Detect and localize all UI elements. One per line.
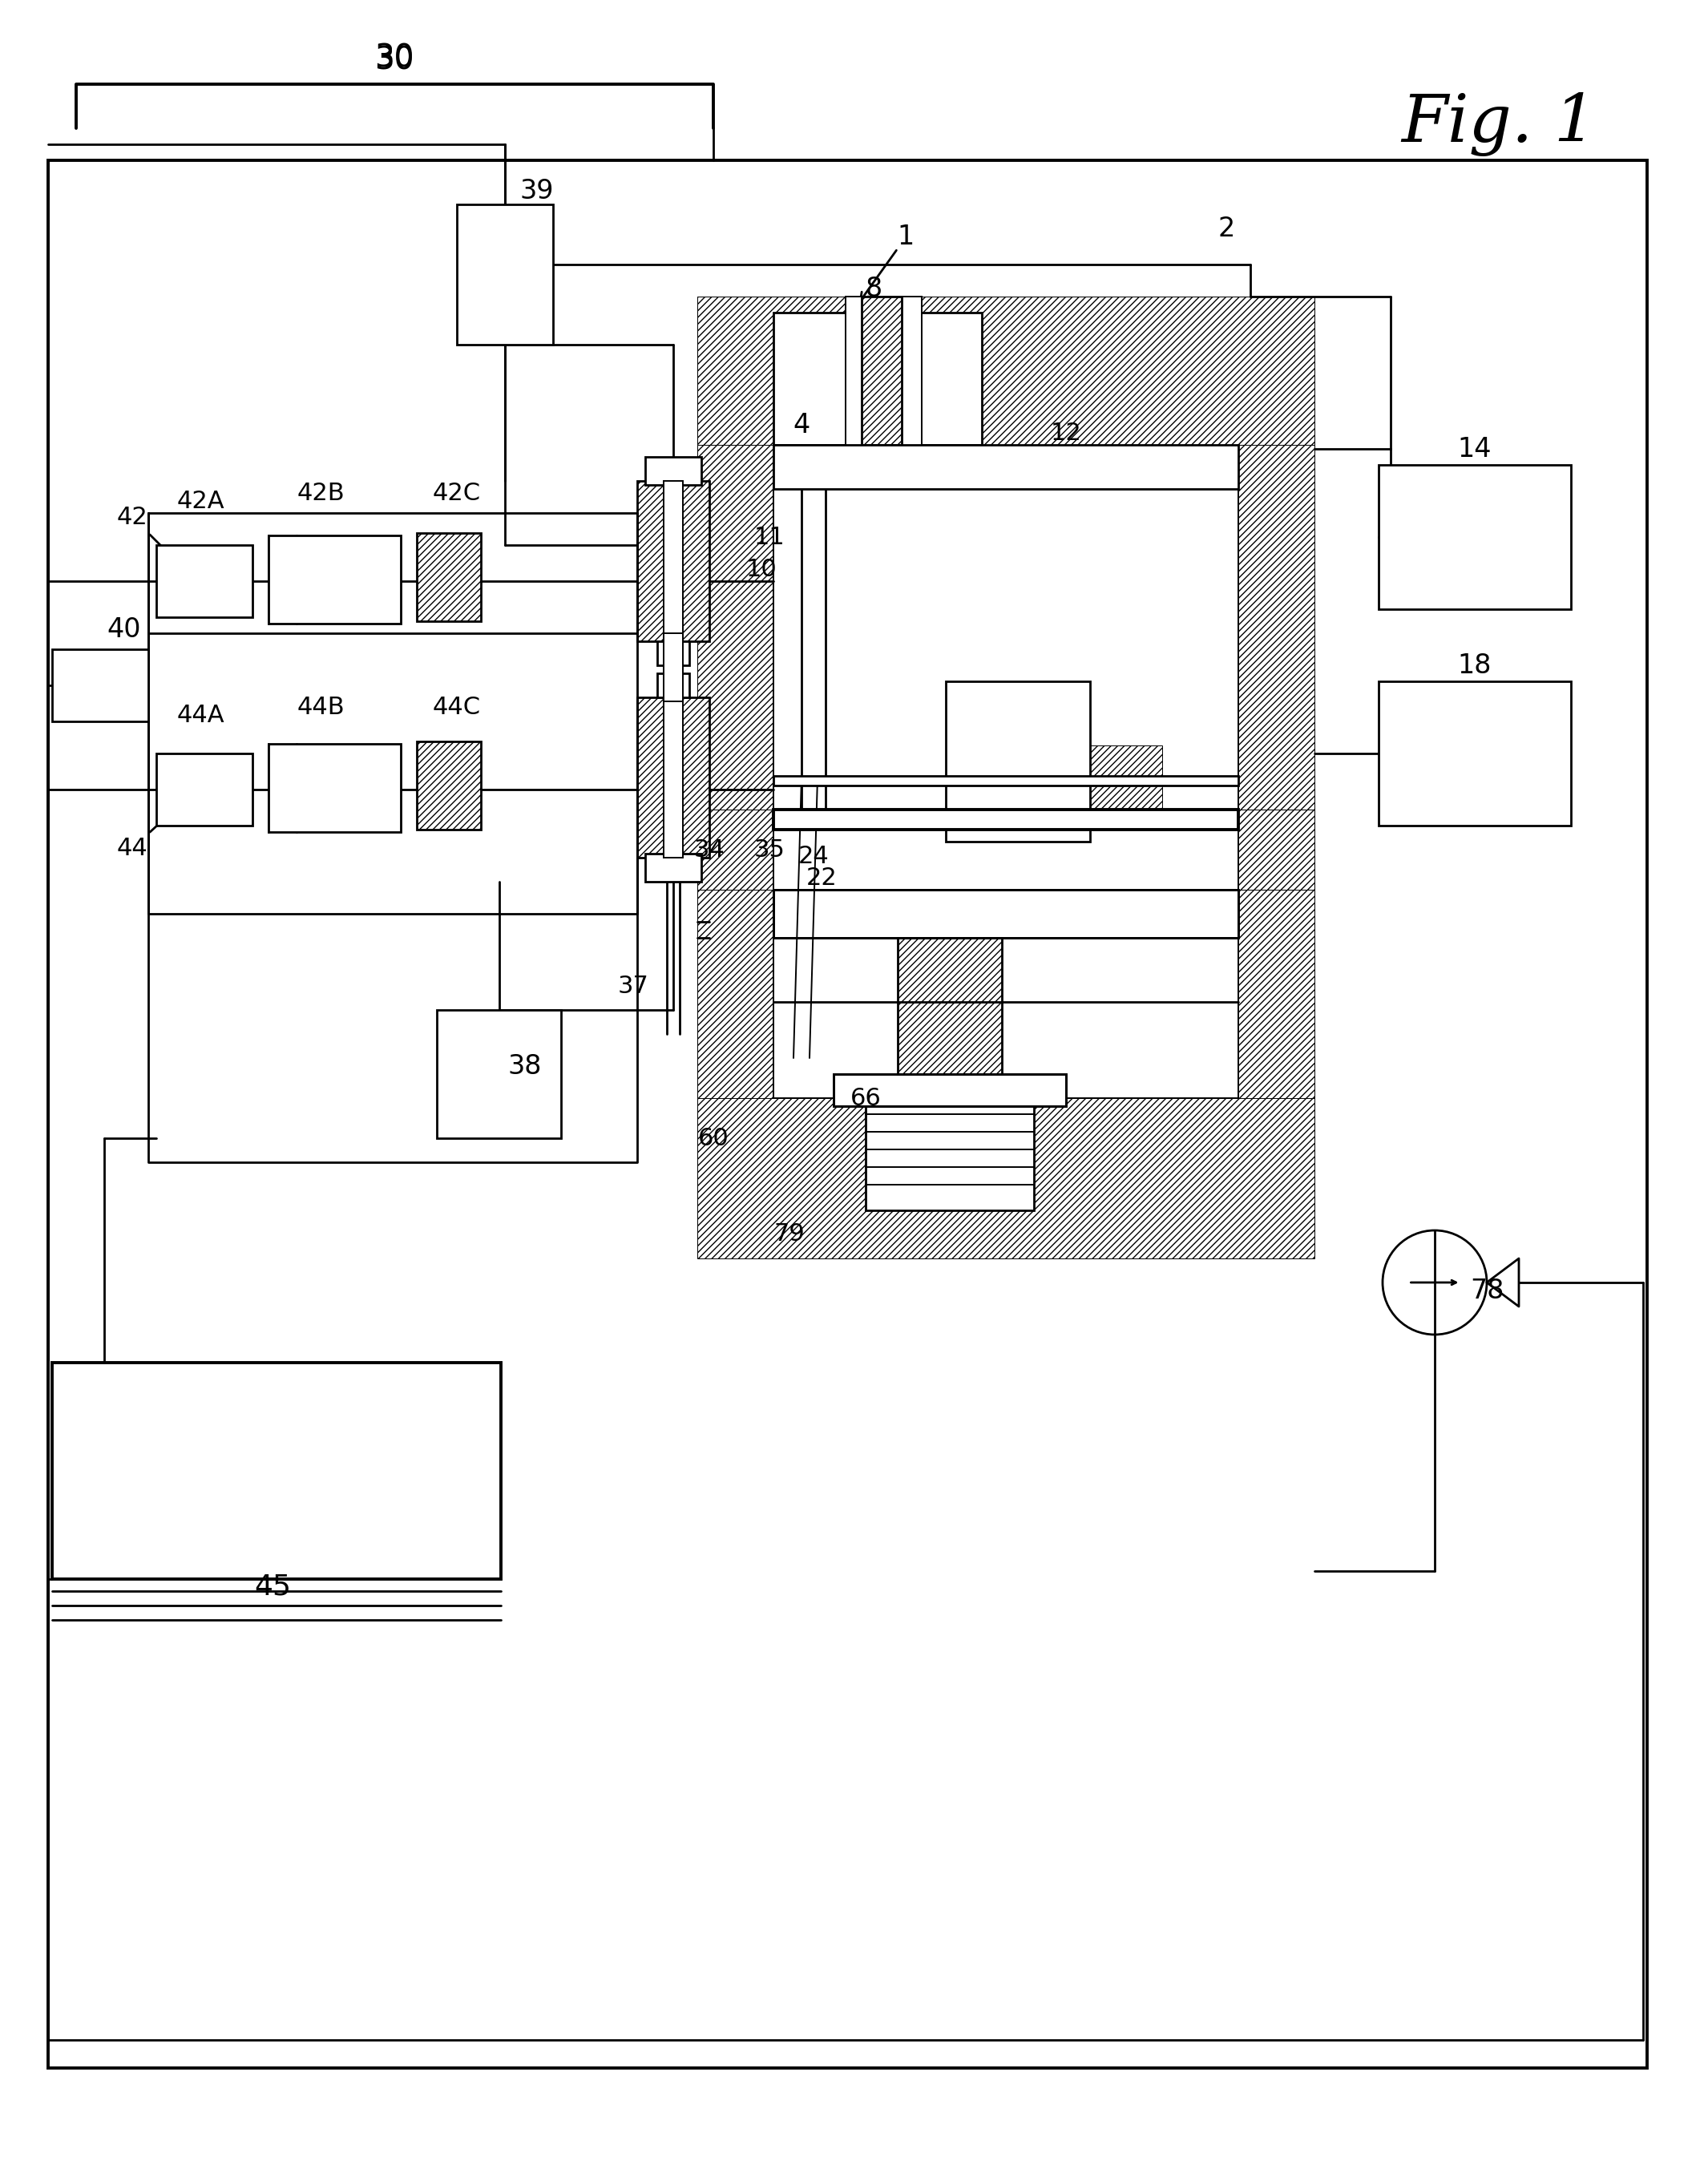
Bar (697, 297, 1315, 458)
Text: 60: 60 (699, 1126, 729, 1150)
Bar (774, 488, 1238, 809)
Bar (834, 1074, 1066, 1106)
Text: 39: 39 (519, 178, 553, 204)
Bar (849, 297, 917, 458)
Bar (664, 698, 683, 857)
Bar (53, 1362, 500, 1579)
Bar (834, 1074, 1066, 1106)
Bar (834, 1074, 1066, 1106)
Bar (157, 753, 253, 826)
Text: 40: 40 (108, 616, 142, 642)
Bar (697, 297, 1315, 445)
Text: 4: 4 (793, 412, 810, 438)
Bar (637, 698, 709, 857)
Text: 45: 45 (254, 1573, 290, 1601)
Text: 2: 2 (1218, 215, 1235, 241)
Bar (1161, 445, 1238, 488)
Text: 18: 18 (1459, 653, 1491, 679)
Bar (697, 809, 1315, 889)
Bar (774, 458, 1238, 1098)
Text: 10: 10 (746, 557, 777, 581)
Text: 8: 8 (866, 275, 881, 301)
Bar (637, 482, 709, 642)
Bar (417, 742, 482, 829)
Bar (658, 642, 690, 666)
Text: 14: 14 (1457, 436, 1491, 462)
Bar (898, 937, 1003, 1074)
Bar (861, 297, 902, 445)
Bar (774, 312, 982, 445)
Bar (898, 937, 1003, 1074)
Text: 12: 12 (1050, 421, 1081, 445)
Bar (417, 534, 482, 620)
Bar (268, 536, 401, 625)
Text: 42B: 42B (297, 482, 345, 505)
Bar (53, 649, 149, 722)
Bar (157, 544, 253, 618)
Bar (664, 633, 683, 701)
Bar (637, 698, 709, 857)
Bar (774, 809, 1238, 889)
Text: 38: 38 (507, 1052, 541, 1080)
Text: 24: 24 (798, 844, 828, 868)
Text: 78: 78 (1471, 1278, 1503, 1304)
Bar (48, 161, 1647, 2067)
Bar (774, 777, 1238, 785)
Bar (697, 297, 774, 1098)
Text: 42A: 42A (176, 490, 224, 512)
Bar (845, 297, 922, 458)
Text: 22: 22 (806, 865, 837, 889)
Bar (774, 889, 1238, 937)
Text: 1: 1 (897, 223, 914, 249)
Text: 35: 35 (753, 837, 786, 861)
Bar (866, 1106, 1033, 1210)
Bar (774, 445, 1238, 488)
Text: 66: 66 (851, 1087, 881, 1111)
Bar (637, 482, 709, 642)
Text: 30: 30 (374, 43, 413, 74)
Bar (646, 458, 702, 486)
Text: 44B: 44B (297, 696, 345, 718)
Bar (946, 681, 1090, 842)
Text: 42C: 42C (432, 482, 482, 505)
Text: 11: 11 (753, 525, 786, 549)
Text: 34: 34 (693, 837, 724, 861)
Bar (774, 809, 1238, 829)
Bar (437, 1011, 560, 1139)
Bar (1378, 464, 1571, 609)
Text: Fig. 1: Fig. 1 (1401, 91, 1597, 156)
Text: 30: 30 (374, 46, 413, 76)
Bar (456, 204, 553, 345)
Text: 79: 79 (774, 1223, 804, 1245)
Bar (1238, 297, 1315, 1098)
Bar (774, 445, 849, 488)
Bar (417, 534, 482, 620)
Bar (646, 855, 702, 883)
Bar (268, 744, 401, 833)
Text: 37: 37 (618, 974, 649, 998)
Text: 44: 44 (116, 837, 149, 859)
Bar (774, 889, 1238, 937)
Bar (861, 297, 902, 445)
Bar (1378, 681, 1571, 826)
Bar (664, 482, 683, 642)
Bar (658, 672, 690, 698)
Text: 44C: 44C (432, 696, 482, 718)
Bar (1090, 746, 1161, 809)
Text: 42: 42 (116, 505, 149, 529)
Bar (417, 742, 482, 829)
Bar (774, 889, 1238, 937)
Text: 44A: 44A (176, 703, 224, 727)
Bar (697, 1098, 1315, 1258)
